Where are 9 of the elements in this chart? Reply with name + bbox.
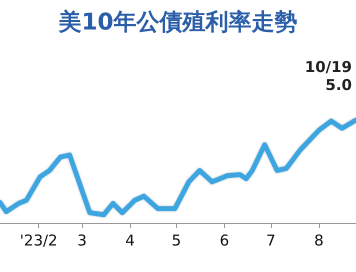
text: 10/19 5.0 <box>304 58 352 94</box>
x-tick-label: '23/2 <box>20 232 58 250</box>
chart-title: 美10年公債殖利率走勢 <box>57 8 298 36</box>
x-tick-label: 3 <box>77 232 87 250</box>
x-tick-label: 4 <box>125 232 135 250</box>
x-tick-label: 7 <box>266 232 276 250</box>
x-tick-label: 8 <box>314 232 324 250</box>
x-tick-label: 5 <box>172 232 182 250</box>
x-tick-label: 6 <box>220 232 230 250</box>
